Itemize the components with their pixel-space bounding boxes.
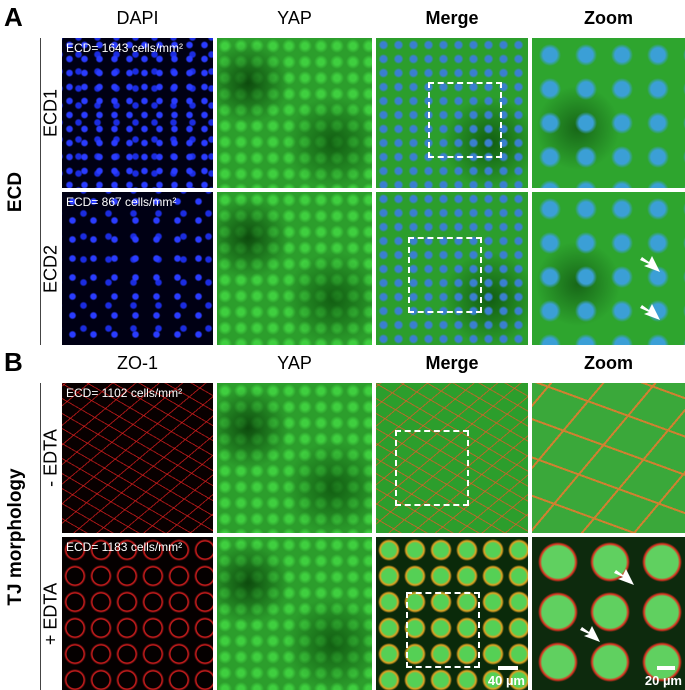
row-label: - EDTA	[40, 429, 61, 487]
zoom-region	[406, 592, 480, 668]
arrow	[614, 569, 634, 585]
zoom-region	[428, 82, 502, 158]
column-header: Zoom	[584, 353, 633, 373]
group-divider	[40, 383, 41, 690]
micrograph	[376, 38, 528, 188]
micrograph	[532, 192, 685, 345]
scale-bar	[498, 666, 518, 670]
micrograph: ECD= 1643 cells/mm²	[62, 38, 213, 188]
arrow	[580, 626, 600, 642]
micrograph	[376, 192, 528, 345]
zoom-region	[408, 237, 482, 313]
micrograph	[532, 38, 685, 188]
micrograph	[217, 192, 372, 345]
row-label: + EDTA	[40, 582, 61, 645]
ecd-annotation: ECD= 1643 cells/mm²	[66, 41, 184, 55]
arrow-head	[640, 304, 660, 320]
micrograph	[217, 383, 372, 533]
row-label: ECD1	[40, 88, 61, 138]
arrow-head	[614, 569, 634, 585]
ecd-annotation: ECD= 867 cells/mm²	[66, 195, 177, 209]
micrograph	[376, 383, 528, 533]
micrograph	[532, 383, 685, 533]
column-header: Zoom	[584, 8, 633, 28]
micrograph: 20 µm	[532, 537, 685, 690]
ecd-annotation: ECD= 1183 cells/mm²	[66, 540, 183, 554]
column-header: Merge	[425, 353, 479, 373]
scale-label: 20 µm	[644, 673, 682, 688]
scale-bar	[657, 666, 675, 670]
column-header: Merge	[425, 8, 479, 28]
column-header: YAP	[277, 8, 312, 28]
micrograph	[217, 537, 372, 690]
micrograph	[217, 38, 372, 188]
micrograph: ECD= 867 cells/mm²	[62, 192, 213, 345]
ecd-annotation: ECD= 1102 cells/mm²	[66, 386, 183, 400]
arrow	[640, 256, 660, 272]
group-label: ECD	[5, 171, 26, 212]
panel-label: A	[4, 2, 23, 32]
scale-label: 40 µm	[487, 673, 525, 688]
column-header: ZO-1	[116, 353, 158, 373]
group-divider	[40, 38, 41, 345]
group-label: TJ morphology	[5, 467, 26, 606]
zoom-region	[395, 430, 469, 506]
arrow	[640, 304, 660, 320]
micrograph: ECD= 1183 cells/mm²	[62, 537, 213, 690]
arrow-head	[580, 626, 600, 642]
micrograph: ECD= 1102 cells/mm²	[62, 383, 213, 533]
micrograph: 40 µm	[376, 537, 528, 690]
row-label: ECD2	[40, 244, 61, 293]
panel-label: B	[4, 347, 23, 377]
column-header: YAP	[277, 353, 312, 373]
arrow-head	[640, 256, 660, 272]
column-header: DAPI	[116, 8, 159, 28]
